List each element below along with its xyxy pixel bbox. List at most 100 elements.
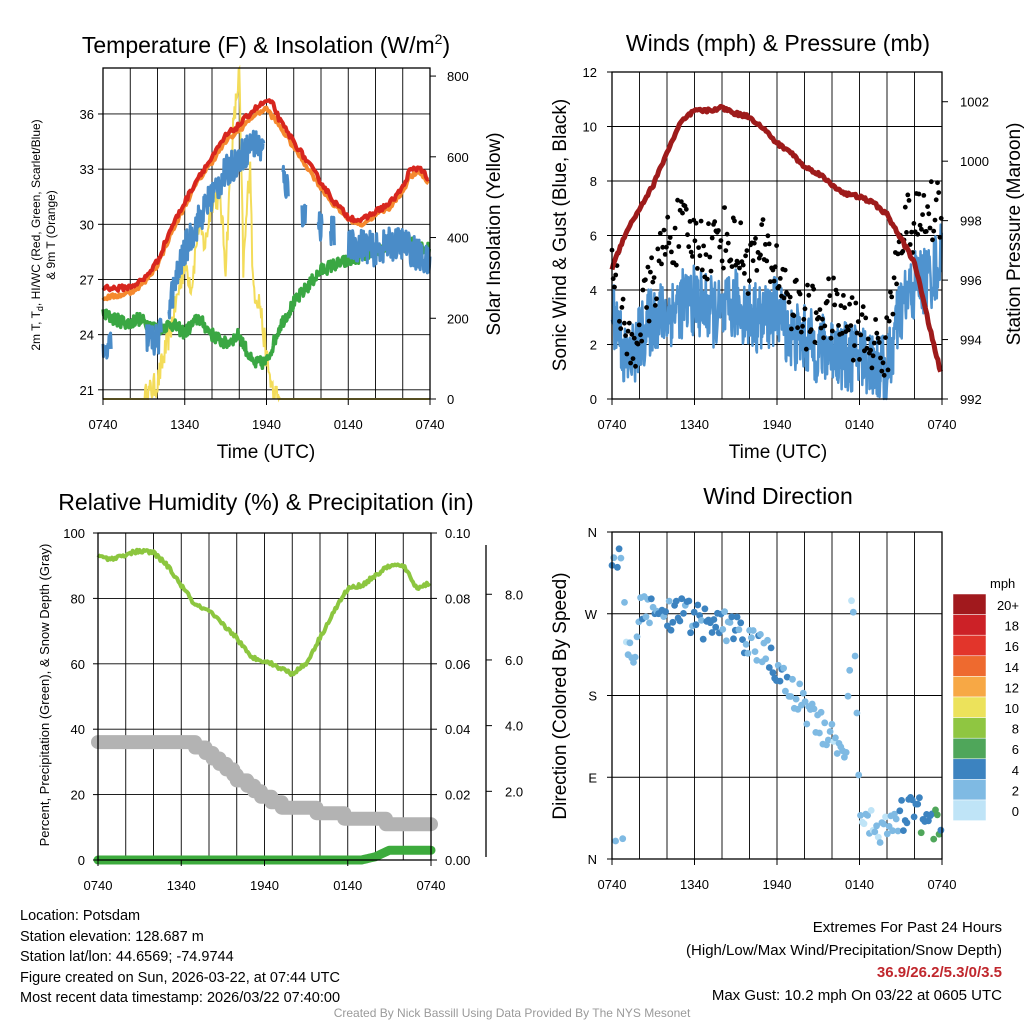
y-tick-label: S <box>588 689 597 704</box>
direction-point <box>614 563 621 571</box>
direction-point <box>844 692 852 700</box>
y2-tick-label: 600 <box>447 150 469 165</box>
windchill-line <box>281 164 290 199</box>
legend-swatch <box>952 634 987 657</box>
y-tick-label: 0 <box>590 392 597 407</box>
gust-point <box>754 268 760 273</box>
gust-point <box>884 315 890 321</box>
y2-tick-label: 0.02 <box>445 788 470 803</box>
legend-swatch <box>952 696 987 718</box>
direction-point <box>769 669 777 677</box>
gust-point <box>768 279 773 284</box>
direction-point <box>701 605 709 613</box>
y-tick-label: 30 <box>80 217 94 232</box>
direction-point <box>816 729 823 737</box>
direction-point <box>733 613 741 621</box>
direction-point <box>832 734 839 742</box>
direction-point <box>642 613 650 621</box>
gust-point <box>695 266 700 271</box>
gust-point <box>905 192 911 198</box>
direction-point <box>735 626 743 634</box>
gust-point <box>936 190 942 196</box>
direction-point <box>782 687 789 695</box>
direction-point <box>694 601 702 609</box>
gust-point <box>772 264 778 270</box>
direction-point <box>889 827 896 835</box>
direction-point <box>937 826 945 834</box>
x-tick-label: 1340 <box>680 877 709 892</box>
direction-point <box>860 820 868 828</box>
extremes-title: Extremes For Past 24 Hours <box>812 919 1002 936</box>
gust-point <box>617 318 622 324</box>
wind-direction-y-label: Direction (Colored By Speed) <box>550 572 571 819</box>
insolation-y-label: Solar Insolation (Yellow) <box>484 132 505 335</box>
station-info: Location: Potsdam Station elevation: 128… <box>20 906 340 1009</box>
direction-point <box>867 807 875 814</box>
gust-point <box>776 284 782 289</box>
gust-point <box>724 231 730 237</box>
gust-point <box>696 245 701 251</box>
y2-tick-label: 400 <box>447 231 469 246</box>
gust-point <box>661 227 667 233</box>
gust-point <box>875 335 881 341</box>
gust-point <box>859 312 865 317</box>
gust-point <box>834 291 840 297</box>
y-tick-label: 24 <box>80 328 94 343</box>
created-text: Figure created on Sun, 2026-03-22, at 07… <box>20 969 340 986</box>
y-tick-label: W <box>585 607 598 622</box>
gust-point <box>864 345 870 351</box>
direction-point <box>849 608 857 616</box>
temperature-y-label-2: & 9m T (Orange) <box>44 190 58 280</box>
gust-point <box>612 284 617 290</box>
gust-point <box>869 365 875 371</box>
direction-point <box>699 635 707 643</box>
x-tick-label: 0140 <box>333 878 362 893</box>
temperature-y-label: 2m T, Td, HI/WC (Red, Green, Scarlet/Blu… <box>29 119 45 350</box>
gust-point <box>774 243 779 249</box>
legend-swatch <box>952 655 987 677</box>
direction-point <box>692 621 700 629</box>
gust-point <box>638 332 643 338</box>
direction-point <box>842 749 850 756</box>
y2-tick-label: 996 <box>960 273 982 288</box>
legend-label: 12 <box>1005 680 1019 695</box>
direction-point <box>894 827 902 835</box>
gust-point <box>927 225 933 231</box>
direction-point <box>708 629 716 636</box>
gust-point <box>745 291 751 296</box>
direction-point <box>748 634 755 642</box>
gust-point <box>803 346 809 352</box>
direction-point <box>916 794 923 802</box>
gust-point <box>797 291 803 297</box>
gust-point <box>751 240 757 246</box>
gust-point <box>925 204 930 210</box>
gust-point <box>855 319 861 324</box>
legend-swatch <box>952 614 987 636</box>
gust-point <box>648 269 653 275</box>
gust-point <box>687 219 693 224</box>
gust-point <box>782 267 788 273</box>
direction-point <box>799 689 807 697</box>
gust-point <box>853 300 859 306</box>
direction-point <box>669 618 677 626</box>
gust-point <box>763 242 768 247</box>
gust-point <box>669 249 674 255</box>
gust-point <box>933 197 939 203</box>
direction-point <box>776 677 784 685</box>
gust-point <box>881 372 887 378</box>
temp-2m-line <box>101 98 430 293</box>
gust-point <box>798 329 804 335</box>
gust-point <box>821 335 826 341</box>
x-tick-label: 0740 <box>598 417 627 432</box>
elevation-text: Station elevation: 128.687 m <box>20 928 204 945</box>
gust-point <box>728 257 734 263</box>
gust-point <box>707 254 713 260</box>
gust-point <box>631 335 637 341</box>
gust-point <box>880 360 886 366</box>
gust-point <box>743 253 748 259</box>
gust-point <box>836 323 841 328</box>
gust-point <box>613 272 619 278</box>
legend-label: 6 <box>1012 742 1019 757</box>
windchill-line <box>145 317 163 356</box>
gust-point <box>854 330 860 336</box>
